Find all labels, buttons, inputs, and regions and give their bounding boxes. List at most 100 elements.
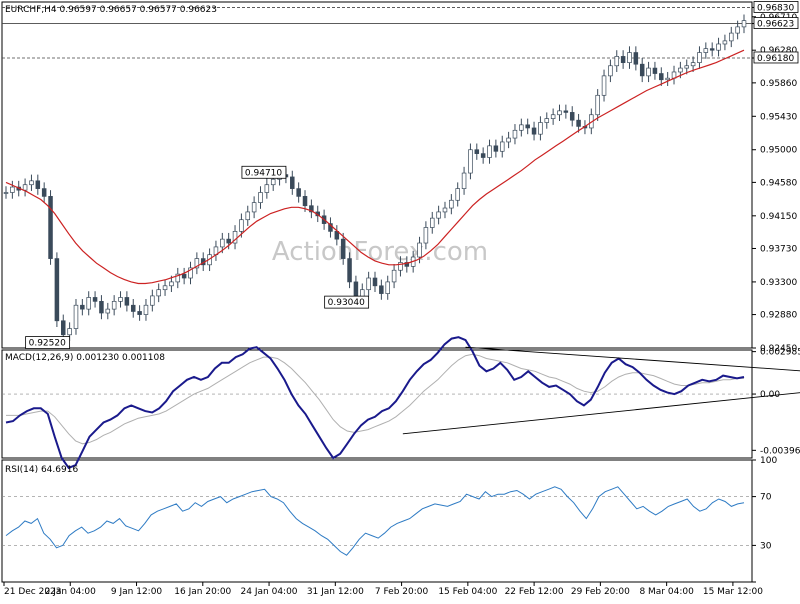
level-label: 0.96623 [757,20,794,30]
candle-body [385,281,390,294]
candle-body [48,196,53,259]
pane-frame-2 [1,459,753,583]
candle-body [697,52,702,63]
x-tick-label: 29 Feb 20:00 [571,587,630,597]
pane-frame-0 [1,1,753,349]
macd-signal-line [6,353,744,445]
candle-body [703,48,709,53]
price-tick-label: 0.96280 [760,46,797,56]
candle-body [633,52,639,65]
rsi-line [5,486,745,556]
x-tick-label: 9 Jan 12:00 [111,587,163,597]
price-header: EURCHF,H4 0.96597 0.96657 0.96577 0.9662… [5,5,217,15]
candle-body [398,262,403,271]
candle-body [652,67,658,74]
candle-body [614,56,620,67]
candle-body [639,63,645,77]
candle-body [347,258,352,283]
x-tick-label: 31 Jan 12:00 [307,587,364,597]
candle-body [22,184,28,191]
candle-body [430,217,435,228]
candle-body [646,67,651,77]
x-tick-label: 15 Feb 04:00 [438,587,497,597]
candle-body [309,205,314,213]
candle-body [538,122,543,135]
candle-body [92,297,98,302]
candle-body [519,124,524,131]
candle-body [10,186,15,193]
candle-body [162,285,168,291]
candle-body [150,295,155,306]
candle-body [188,267,193,279]
candle-body [111,300,117,310]
candle-body [302,196,308,207]
level-label-box [753,1,799,13]
macd-tick-label: 0.00 [760,390,780,400]
candle-body [468,149,473,174]
rsi-tick-label: 100 [760,456,777,466]
candle-body [506,137,511,143]
candle-body [480,153,486,158]
candle-body [550,114,556,119]
candle-body [3,192,9,194]
candle-body [404,262,410,267]
price-annotation-label: 0.94710 [245,168,282,178]
price-tick-label: 0.92880 [760,311,797,321]
candle-body [379,285,384,294]
price-annotation-box [241,165,287,179]
price-annotation-box [324,295,370,309]
candle-body [627,52,632,63]
candle-body [678,67,683,73]
candle-body [716,43,721,51]
candle-body [531,127,537,135]
candle-body [557,110,562,116]
candle-body [722,40,728,45]
candle-body [251,202,257,213]
candle-body [487,145,492,158]
candle-body [41,188,47,197]
candle-body [417,242,422,258]
macd-trendline [465,346,800,372]
candle-body [608,65,613,77]
candle-body [290,176,295,189]
macd-tick-label: 0.002985 [760,348,800,358]
candle-body [29,180,34,186]
candle-body [258,192,263,203]
candle-body [449,199,454,209]
candle-body [105,308,111,314]
x-tick-label: 7 Feb 20:00 [375,587,429,597]
candle-body [232,231,238,244]
rsi-tick-label: 70 [760,493,772,503]
level-label-box [753,17,799,29]
candle-body [601,75,607,96]
candle-body [576,119,581,127]
macd-tick-label: -0.00396 [760,446,800,456]
price-tick-label: 0.94150 [760,212,797,222]
candle-body [169,281,174,287]
candle-body [512,129,518,139]
level-label: 0.96180 [757,54,794,64]
level-label: 0.96830 [757,3,794,13]
candle-body [436,211,441,219]
x-tick-label: 24 Jan 04:00 [241,587,298,597]
candle-body [499,141,505,152]
candle-body [143,304,149,315]
price-annotation-label: 0.92520 [29,339,66,349]
candle-body [67,328,72,336]
candle-body [563,110,569,113]
candle-body [735,26,740,34]
candle-body [175,273,181,283]
candle-body [493,145,499,152]
candle-body [60,320,66,336]
x-tick-label: 22 Feb 12:00 [505,587,564,597]
price-tick-label: 0.95000 [760,146,797,156]
candle-body [569,112,575,121]
price-annotation-label: 0.93040 [328,298,365,308]
x-tick-label: 8 Mar 04:00 [639,587,694,597]
candle-body [340,238,346,259]
candle-body [729,32,734,42]
candle-body [455,188,460,201]
x-tick-label: 2 Jan 04:00 [45,587,97,597]
macd-line [5,336,745,470]
